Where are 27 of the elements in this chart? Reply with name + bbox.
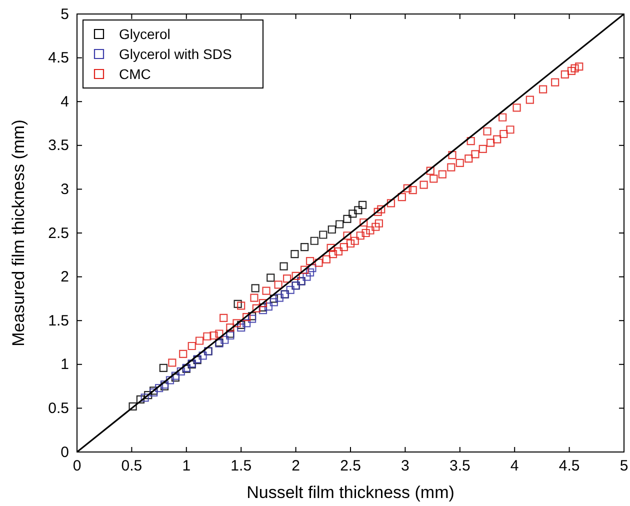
- y-tick-label: 2.5: [48, 224, 69, 242]
- legend-label: CMC: [119, 66, 151, 82]
- x-tick-label: 3: [401, 458, 410, 475]
- x-tick-label: 5: [620, 458, 628, 475]
- y-tick-label: 1: [60, 356, 69, 374]
- x-tick-label: 0.5: [121, 458, 142, 475]
- y-tick-label: 3.5: [48, 137, 69, 154]
- legend-label: Glycerol: [119, 26, 170, 42]
- y-tick-label: 3: [60, 181, 69, 198]
- x-tick-label: 1: [182, 458, 191, 475]
- x-tick-label: 4.5: [558, 458, 580, 475]
- x-tick-label: 3.5: [449, 458, 470, 475]
- y-tick-label: 0.5: [48, 400, 69, 417]
- x-axis-title: Nusselt film thickness (mm): [246, 483, 454, 502]
- y-tick-label: 1.5: [48, 312, 69, 330]
- y-tick-label: 2: [60, 268, 69, 286]
- y-tick-label: 0: [60, 444, 69, 461]
- x-tick-label: 0: [72, 458, 82, 475]
- y-tick-label: 4.5: [48, 50, 69, 67]
- x-tick-label: 4: [510, 458, 519, 475]
- x-tick-label: 1.5: [230, 458, 252, 475]
- legend-label: Glycerol with SDS: [119, 46, 232, 62]
- x-tick-label: 2.5: [340, 458, 361, 475]
- y-axis-title: Measured film thickness (mm): [9, 120, 28, 346]
- x-tick-label: 2: [292, 458, 300, 475]
- y-tick-label: 4: [60, 93, 69, 110]
- y-tick-label: 5: [60, 6, 69, 23]
